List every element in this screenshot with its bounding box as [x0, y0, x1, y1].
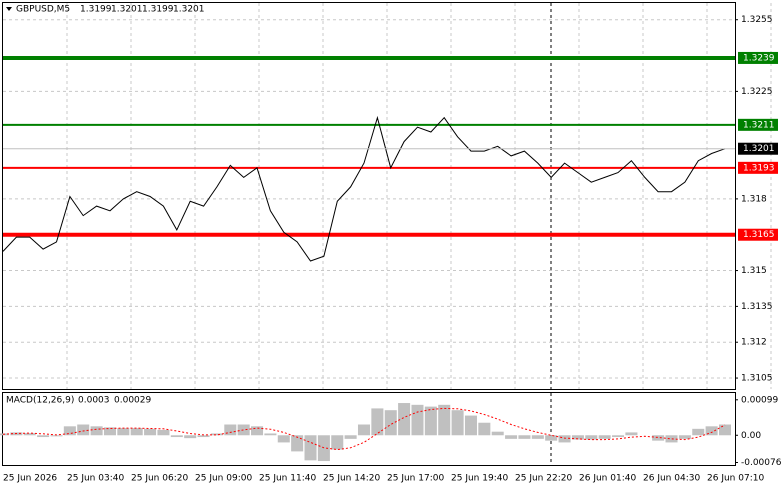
- macd-bar: [585, 435, 598, 440]
- macd-bar: [705, 426, 718, 436]
- signal-line: [2, 407, 726, 451]
- macd-bar: [237, 424, 250, 436]
- macd-bar: [344, 435, 357, 439]
- macd-bar: [23, 433, 36, 436]
- level-label-bg: [738, 228, 778, 241]
- y-tick-label: 1.3135: [741, 302, 773, 312]
- level-label-bg: [738, 161, 778, 174]
- macd-bar: [612, 435, 625, 438]
- macd-bar: [625, 432, 638, 436]
- macd-bar: [197, 435, 210, 438]
- macd-bar: [304, 435, 317, 461]
- x-tick-label: 25 Jun 22:20: [515, 474, 572, 484]
- level-label: 1.3165: [743, 230, 775, 240]
- macd-bar: [692, 428, 705, 436]
- level-label: 1.3193: [743, 163, 775, 173]
- x-tick-label: 25 Jun 14:20: [323, 474, 380, 484]
- level-label-bg: [738, 51, 778, 64]
- macd-reading: 0.00029: [114, 396, 151, 406]
- macd-title: MACD(12,26,9): [6, 396, 74, 406]
- macd-bar: [331, 435, 344, 450]
- macd-bar: [144, 428, 157, 436]
- macd-bar: [264, 433, 277, 436]
- level-label-bg: [738, 118, 778, 131]
- macd-bar: [491, 431, 504, 436]
- main-frame: [2, 2, 736, 390]
- macd-bar: [157, 429, 170, 436]
- macd-bar: [652, 435, 665, 441]
- ohlc-value: 1.3201: [173, 5, 205, 15]
- macd-bar: [224, 424, 237, 436]
- macd-bar: [184, 435, 197, 439]
- macd-bar: [518, 435, 531, 439]
- macd-bar: [117, 428, 130, 436]
- macd-bar: [103, 427, 116, 436]
- current-price-label: 1.3201: [743, 144, 775, 154]
- macd-bar: [357, 424, 371, 436]
- x-tick-label: 25 Jun 09:00: [195, 474, 252, 484]
- macd-bar: [424, 406, 437, 436]
- macd-bar: [558, 435, 571, 443]
- macd-reading: 0.0003: [78, 396, 110, 406]
- macd-bar: [63, 426, 76, 436]
- y-tick-label: 1.315: [741, 266, 767, 276]
- level-label: 1.3239: [743, 53, 775, 63]
- ohlc-value: 1.3199: [80, 5, 112, 15]
- macd-bar: [130, 428, 143, 436]
- macd-frame: [2, 392, 736, 466]
- y-tick-label: 1.3225: [741, 87, 773, 97]
- macd-bar: [571, 435, 584, 440]
- macd-bar: [464, 415, 477, 436]
- y-tick-label: 1.312: [741, 338, 767, 348]
- macd-bar: [531, 435, 544, 439]
- x-tick-label: 25 Jun 19:40: [451, 474, 508, 484]
- ohlc-value: 1.3201: [111, 5, 143, 15]
- x-tick-label: 26 Jun 01:40: [579, 474, 636, 484]
- macd-bar: [398, 403, 411, 436]
- macd-bar: [384, 410, 397, 436]
- symbol-title: GBPUSD,M5: [16, 5, 70, 15]
- y-tick-label: 1.318: [741, 194, 767, 204]
- y-tick-label: -0.00076: [741, 458, 781, 468]
- macd-bar: [438, 404, 451, 436]
- x-tick-label: 25 Jun 11:40: [259, 474, 316, 484]
- x-tick-label: 26 Jun 04:30: [643, 474, 700, 484]
- macd-bar: [478, 422, 491, 436]
- macd-bar: [451, 410, 464, 436]
- macd-bar: [291, 435, 304, 452]
- macd-bar: [170, 435, 183, 438]
- y-tick-label: 0.00: [741, 431, 761, 441]
- y-tick-label: 0.00099: [741, 395, 778, 405]
- macd-bar: [210, 433, 223, 436]
- macd-bar: [251, 426, 264, 436]
- macd-bar: [90, 426, 103, 436]
- macd-bar: [50, 435, 63, 437]
- macd-bar: [598, 435, 611, 439]
- macd-bar: [371, 408, 384, 436]
- macd-bar: [718, 424, 732, 436]
- macd-bar: [505, 435, 518, 439]
- macd-bar: [665, 435, 678, 443]
- x-tick-label: 25 Jun 17:00: [387, 474, 444, 484]
- x-tick-label: 25 Jun 03:40: [67, 474, 124, 484]
- ohlc-value: 1.3199: [142, 5, 174, 15]
- price-line: [2, 115, 726, 262]
- macd-bar: [77, 424, 90, 436]
- macd-bar: [277, 435, 290, 443]
- macd-bar: [678, 435, 691, 439]
- y-tick-label: 1.3255: [741, 15, 773, 25]
- y-tick-label: 1.3105: [741, 374, 773, 384]
- level-label: 1.3211: [743, 120, 775, 130]
- macd-bar: [37, 435, 50, 438]
- macd-bar: [411, 404, 424, 436]
- x-tick-label: 25 Jun 2026: [3, 474, 57, 484]
- dropdown-icon: [6, 7, 12, 11]
- current-price-bg: [738, 142, 778, 155]
- x-tick-label: 25 Jun 06:20: [131, 474, 188, 484]
- macd-bar: [545, 435, 558, 441]
- x-tick-label: 26 Jun 07:10: [707, 474, 764, 484]
